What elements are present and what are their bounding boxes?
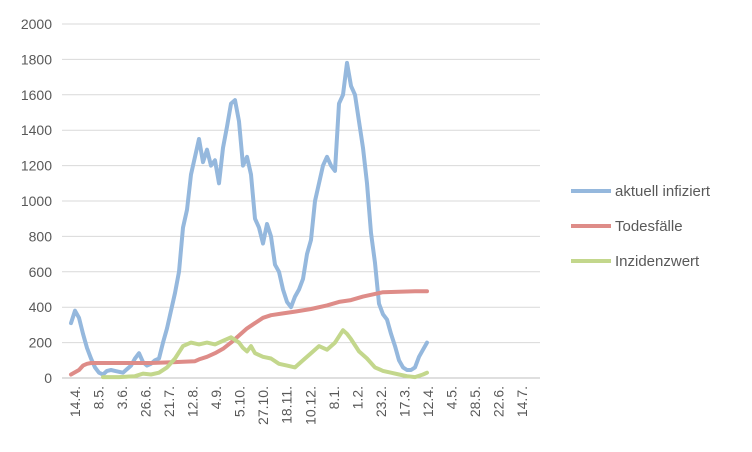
x-tick-label: 27.10. xyxy=(255,386,271,425)
x-tick-label: 28.5. xyxy=(467,386,483,417)
legend: aktuell infiziert Todesfälle Inzidenzwert xyxy=(571,183,711,270)
legend-label: Inzidenzwert xyxy=(615,253,700,270)
y-tick-label: 1400 xyxy=(21,122,52,138)
x-tick-label: 8.5. xyxy=(91,386,107,409)
y-tick-label: 1000 xyxy=(21,193,52,209)
series-line-2 xyxy=(101,328,429,380)
series-lines xyxy=(69,60,429,380)
x-tick-label: 21.7. xyxy=(161,386,177,417)
y-tick-label: 400 xyxy=(29,299,53,315)
y-tick-label: 800 xyxy=(29,228,53,244)
x-tick-label: 14.7. xyxy=(514,386,530,417)
x-tick-label: 18.11. xyxy=(279,386,295,424)
x-tick-label: 10.12. xyxy=(302,386,318,425)
x-tick-label: 5.10. xyxy=(232,386,248,417)
x-tick-label: 1.2. xyxy=(349,386,365,409)
y-tick-label: 1200 xyxy=(21,158,52,174)
y-tick-label: 600 xyxy=(29,264,53,280)
x-tick-label: 23.2. xyxy=(373,386,389,417)
legend-label: aktuell infiziert xyxy=(615,183,711,200)
x-tick-label: 4.9. xyxy=(208,386,224,409)
x-tick-label: 17.3. xyxy=(396,386,412,417)
y-tick-label: 0 xyxy=(44,370,52,386)
x-tick-label: 12.4. xyxy=(420,386,436,417)
gridlines xyxy=(62,23,540,344)
x-tick-label: 8.1. xyxy=(326,386,342,409)
x-tick-label: 4.5. xyxy=(443,386,459,409)
series-line-1 xyxy=(69,289,429,377)
legend-label: Todesfälle xyxy=(615,218,683,235)
series-line-0 xyxy=(69,60,429,377)
y-tick-label: 2000 xyxy=(21,16,52,32)
y-tick-label: 1800 xyxy=(21,51,52,67)
x-tick-label: 22.6. xyxy=(490,386,506,417)
x-tick-label: 12.8. xyxy=(185,386,201,417)
y-tick-label: 1600 xyxy=(21,87,52,103)
x-tick-label: 3.6. xyxy=(114,386,130,409)
x-tick-label: 26.6. xyxy=(138,386,154,417)
y-axis-tick-labels: 0 200 400 600 800 1000 1200 1400 1600 1800 2000 xyxy=(21,16,52,386)
x-axis-tick-labels: 14.4. 8.5. 3.6. 26.6. 21.7. 12.8. 4.9. 5.10. 27.… xyxy=(67,386,530,425)
x-tick-label: 14.4. xyxy=(67,386,83,417)
y-tick-label: 200 xyxy=(29,335,53,351)
